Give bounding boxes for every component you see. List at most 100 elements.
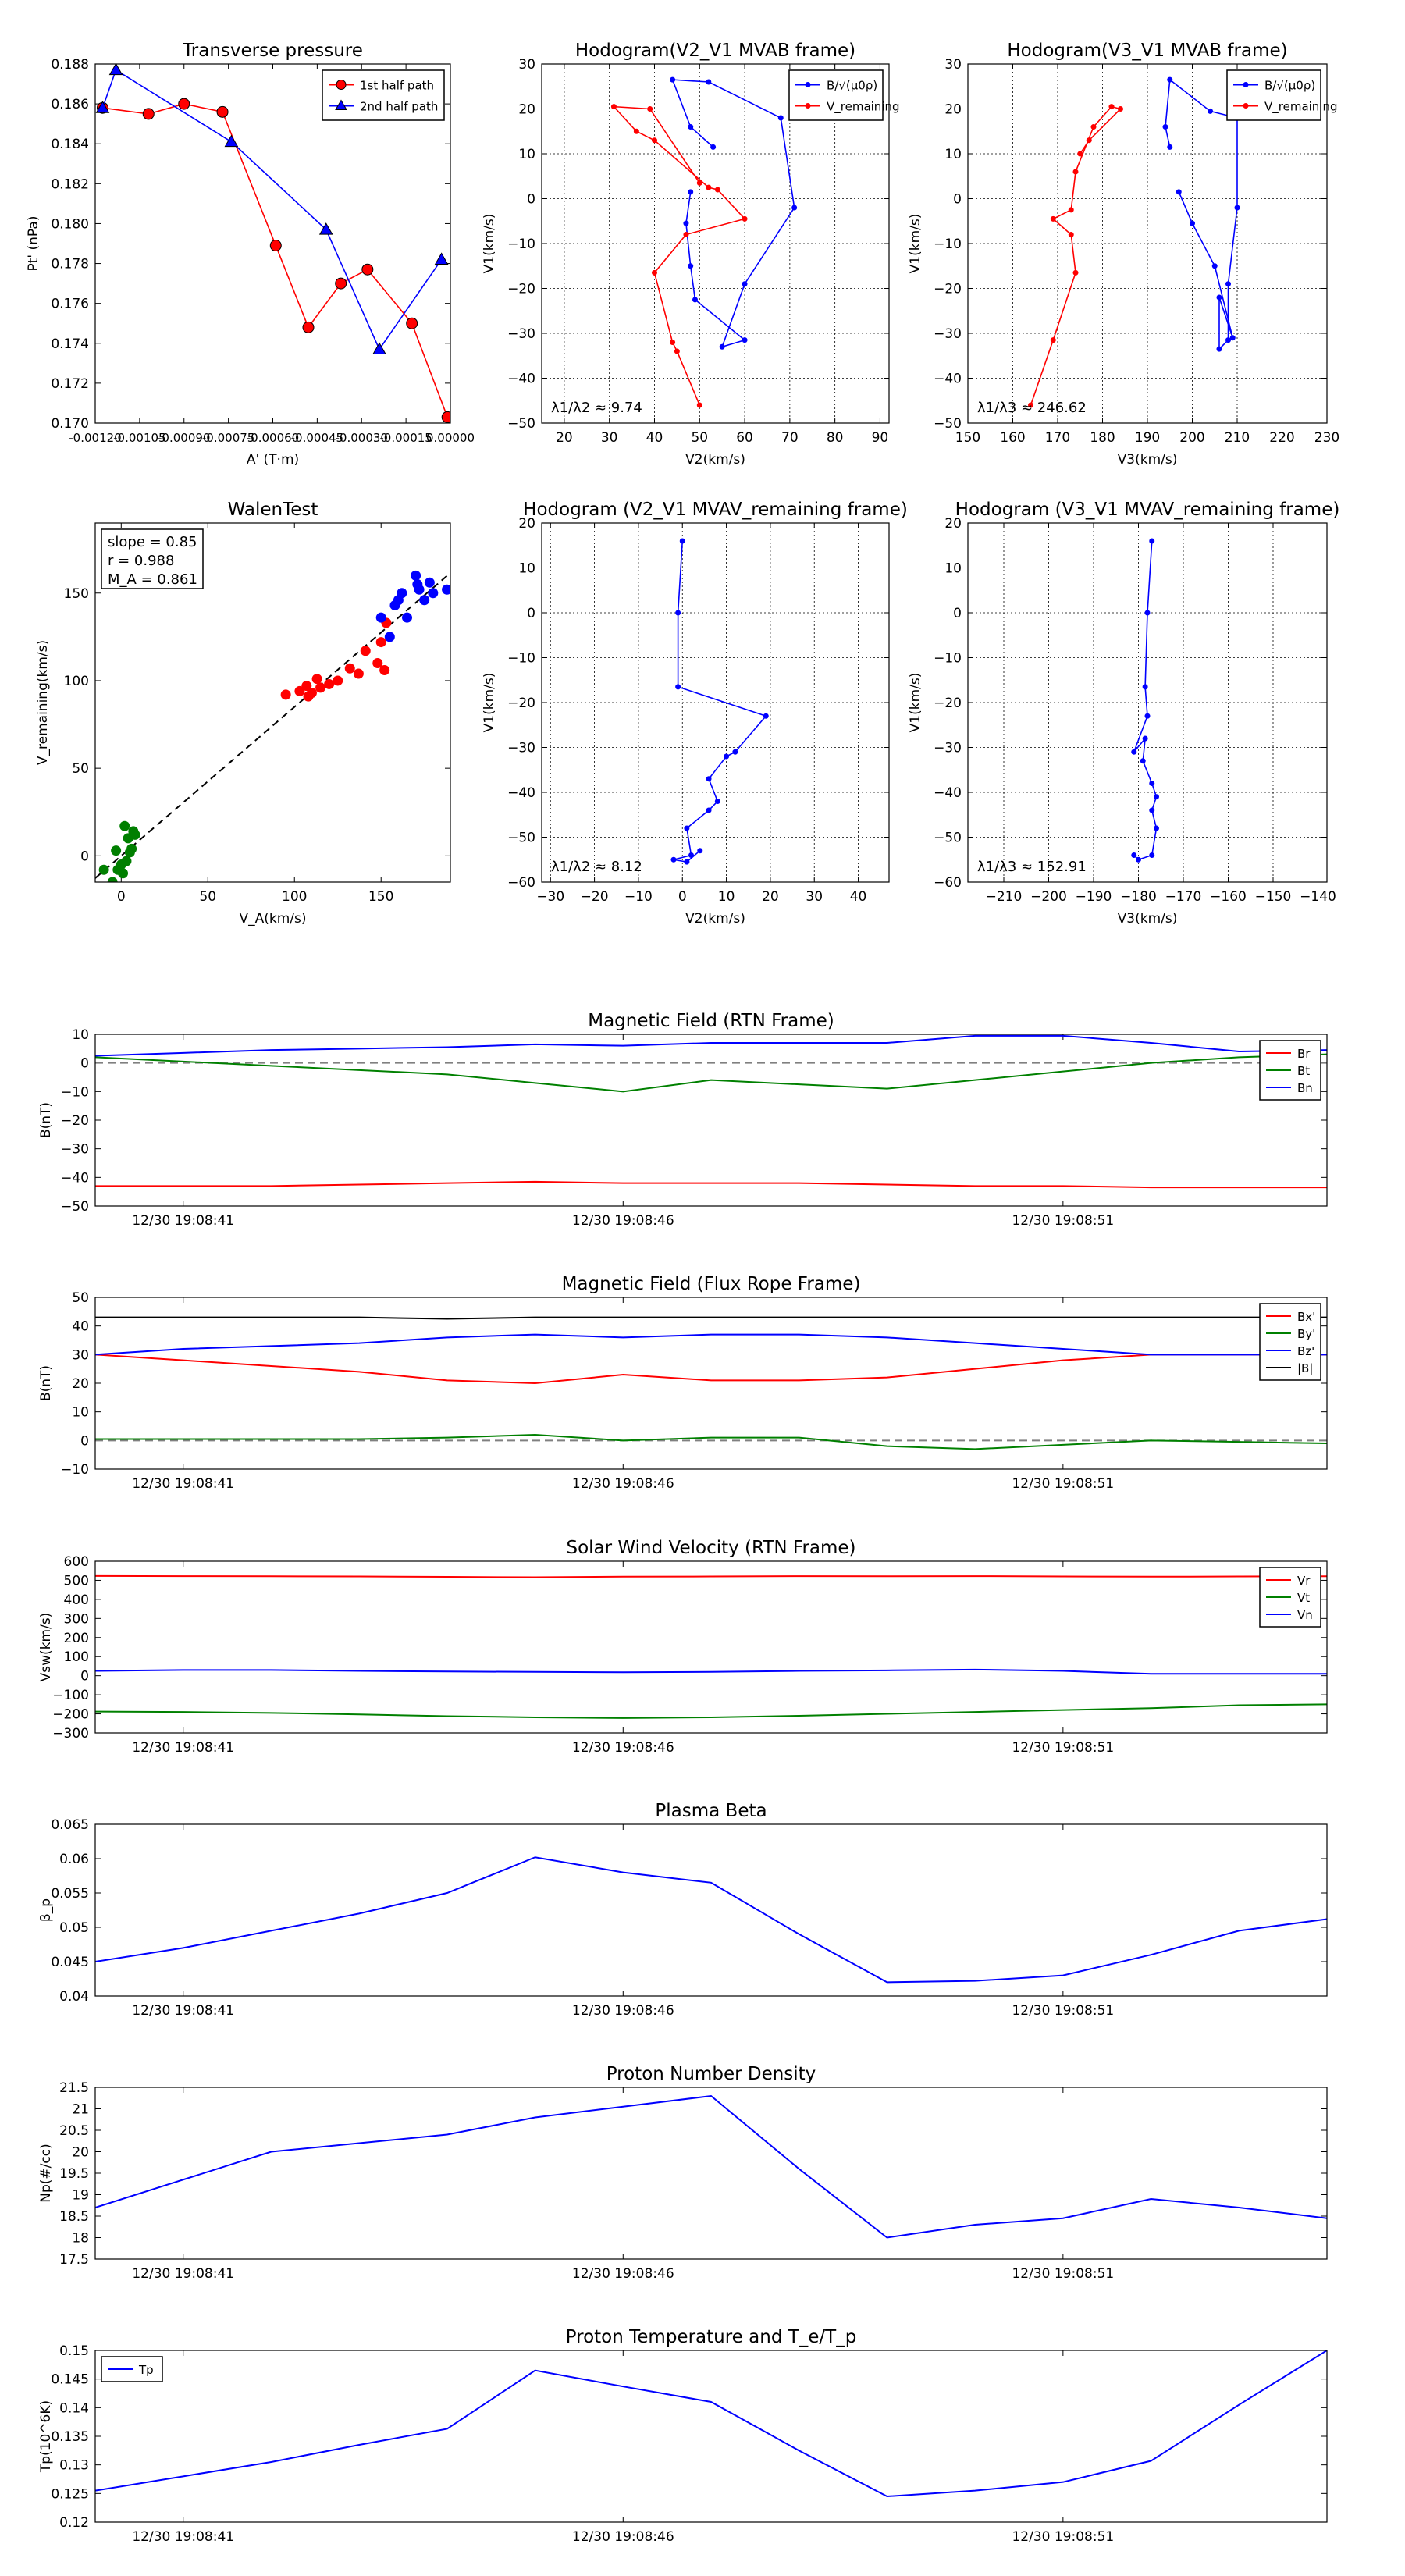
y-tick-label: 0.178 [51, 257, 89, 272]
axes-frame [541, 63, 890, 424]
legend-label: Tp [138, 2363, 154, 2377]
x-tick-label: 12/30 19:08:41 [132, 2529, 234, 2545]
lambda-annotation: λ1/λ3 ≈ 152.91 [977, 859, 1087, 875]
x-tick-label: 12/30 19:08:41 [132, 1213, 234, 1229]
data-point [1229, 335, 1236, 341]
y-tick-label: 0 [80, 849, 89, 864]
data-point [742, 337, 748, 343]
data-point [675, 610, 681, 616]
y-tick-label: 10 [944, 147, 962, 162]
series-line-Vr [95, 1574, 1327, 1578]
data-point [1154, 825, 1159, 831]
data-point [633, 128, 639, 134]
x-tick-label: -0.00045 [291, 431, 343, 445]
series-line-2nd half path [101, 69, 443, 351]
y-axis-label: Vsw(km/s) [38, 1613, 54, 1682]
y-tick-label: −50 [507, 831, 535, 846]
x-tick-label: -0.00060 [247, 431, 299, 445]
y-axis-label: B(nT) [38, 1365, 54, 1401]
data-point [1211, 263, 1218, 269]
data-point [111, 845, 122, 856]
y-tick-label: 0.12 [59, 2515, 89, 2531]
data-point [697, 848, 703, 854]
data-point [1216, 294, 1222, 301]
data-point [361, 263, 374, 276]
data-point [1072, 169, 1079, 175]
y-tick-label: 150 [64, 586, 89, 602]
y-tick-label: −30 [934, 741, 962, 756]
y-tick-label: −10 [507, 651, 535, 667]
plot-area [610, 76, 798, 408]
series-line-Vt [95, 1703, 1327, 1719]
x-tick-label: 40 [646, 430, 663, 446]
x-tick-label: -0.00030 [336, 431, 388, 445]
data-point [1136, 856, 1141, 863]
chart-title: Hodogram(V2_V1 MVAB frame) [575, 41, 855, 61]
data-point [124, 847, 135, 858]
y-tick-label: −30 [507, 741, 535, 756]
x-tick-label: 20 [556, 430, 573, 446]
y-tick-label: −50 [934, 416, 962, 432]
data-point [294, 685, 305, 696]
data-point [1149, 852, 1155, 858]
chart-ts_tp: 12/30 19:08:41 12/30 19:08:46 12/30 19:08:… [38, 2327, 1328, 2545]
data-point [1077, 151, 1083, 157]
data-point [397, 588, 407, 599]
legend-label: B/√(μ0ρ) [1264, 79, 1315, 93]
data-point [724, 753, 730, 760]
y-axis-label: Np(#/cc) [38, 2144, 54, 2202]
chart-title: Proton Number Density [606, 2064, 816, 2084]
y-tick-label: 0.186 [51, 97, 89, 112]
y-tick-label: −60 [507, 875, 535, 891]
data-point [688, 189, 694, 195]
data-point [1050, 215, 1056, 222]
series-line-B [673, 540, 767, 863]
data-point [178, 98, 190, 110]
x-tick-label: −160 [1210, 889, 1247, 905]
data-point [684, 825, 690, 831]
legend-marker [1243, 82, 1249, 87]
data-point [1142, 735, 1148, 742]
data-point [318, 222, 333, 235]
x-tick-label: 200 [1179, 430, 1204, 446]
x-tick-label: 12/30 19:08:41 [132, 2003, 234, 2019]
y-tick-label: 100 [64, 1649, 89, 1665]
x-tick-label: 50 [691, 430, 708, 446]
y-tick-label: −10 [61, 1084, 89, 1100]
x-tick-label: 40 [850, 889, 867, 905]
y-tick-label: −20 [934, 282, 962, 297]
x-tick-label: −30 [536, 889, 564, 905]
y-axis-label: V_remaining(km/s) [35, 640, 51, 765]
x-tick-label: 30 [601, 430, 618, 446]
plot-area [95, 570, 450, 882]
legend-box [322, 69, 445, 121]
chart-title: WalenTest [228, 500, 318, 520]
series-line-V_remaining [1030, 105, 1122, 406]
x-axis-label: A' (T·m) [247, 452, 299, 468]
x-axis-label: V3(km/s) [1118, 911, 1178, 927]
series-line-B/√(μ0ρ) [1165, 78, 1238, 351]
data-point [1190, 220, 1195, 226]
data-point [742, 215, 748, 222]
data-point [670, 856, 677, 863]
x-tick-label: -0.00090 [158, 431, 210, 445]
y-tick-label: 19 [72, 2188, 89, 2204]
series-line-|B| [95, 1316, 1327, 1320]
y-tick-label: 0.05 [59, 1920, 89, 1936]
data-point [1086, 137, 1092, 144]
y-axis-label: V1(km/s) [908, 673, 923, 733]
data-point [610, 104, 617, 110]
y-tick-label: −30 [61, 1142, 89, 1158]
data-point [674, 348, 680, 354]
chart-ts_np: 12/30 19:08:41 12/30 19:08:46 12/30 19:08:… [38, 2064, 1328, 2282]
data-point [1068, 207, 1074, 213]
data-point [311, 674, 322, 685]
y-tick-label: 20 [72, 2145, 89, 2161]
chart-title: Magnetic Field (RTN Frame) [588, 1011, 834, 1031]
y-tick-label: 21.5 [59, 2080, 89, 2096]
data-point [353, 668, 364, 679]
data-point [688, 852, 695, 858]
legend-label: 1st half path [360, 79, 434, 93]
y-tick-label: 40 [72, 1319, 89, 1335]
data-point [670, 340, 676, 345]
